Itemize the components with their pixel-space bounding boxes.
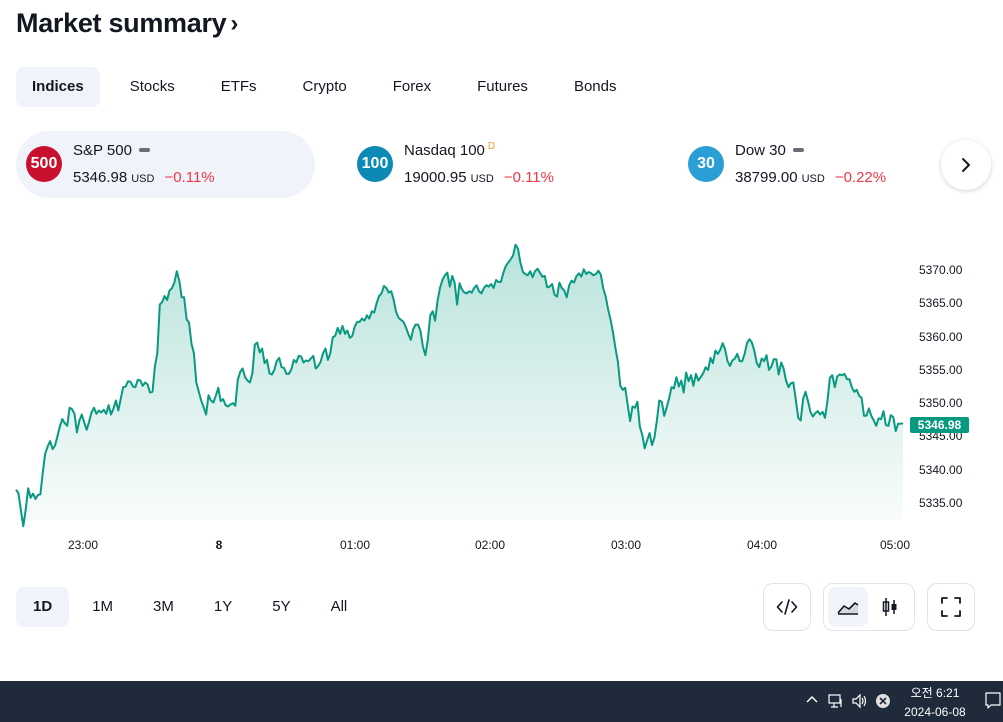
index-change: −0.22% [834, 169, 887, 186]
delayed-flag: D [487, 141, 496, 152]
tab-indices[interactable]: Indices [16, 67, 100, 107]
dash-icon [792, 148, 804, 153]
index-name: Dow 30 [735, 142, 804, 159]
index-card-sp500[interactable]: 500 S&P 500 5346.98 USD −0.11% [16, 131, 315, 198]
x-tick-label: 23:00 [67, 538, 99, 552]
price-area [16, 244, 903, 527]
index-name-text: S&P 500 [73, 142, 132, 159]
currency-label: USD [470, 173, 494, 185]
tab-futures[interactable]: Futures [477, 78, 528, 95]
dow30-logo: 30 [688, 146, 724, 182]
index-name: S&P 500 [73, 142, 150, 159]
volume-icon[interactable] [851, 693, 869, 709]
index-price: 19000.95 [404, 169, 467, 186]
index-card-dow30[interactable]: 30 Dow 30 38799.00 USD −0.22% [678, 131, 977, 198]
range-1d[interactable]: 1D [16, 587, 70, 627]
y-tick-label: 5360.00 [919, 329, 963, 344]
candles-chart-button[interactable] [870, 587, 910, 627]
range-1y[interactable]: 1Y [213, 598, 233, 615]
dash-icon [138, 148, 150, 153]
index-name: Nasdaq 100 D [404, 141, 496, 159]
index-change: −0.11% [503, 169, 554, 186]
index-change: −0.11% [164, 169, 215, 186]
tab-crypto[interactable]: Crypto [302, 78, 347, 95]
range-selector: 1D 1M 3M 1Y 5Y All [16, 587, 370, 627]
sp500-logo: 500 [26, 146, 62, 182]
clock-date: 2024-06-08 [904, 705, 966, 719]
y-tick-label: 5340.00 [919, 462, 963, 477]
price-chart[interactable] [0, 220, 1003, 540]
index-price: 38799.00 [735, 169, 798, 186]
category-tabs: Indices Stocks ETFs Crypto Forex Futures… [16, 67, 646, 107]
y-tick-label: 5355.00 [919, 362, 963, 377]
close-circle-icon[interactable] [875, 693, 891, 709]
tab-etfs[interactable]: ETFs [220, 78, 257, 95]
chart-style-toggle [823, 583, 915, 631]
code-icon [776, 599, 798, 615]
notification-icon[interactable] [985, 692, 1001, 710]
index-price: 5346.98 [73, 169, 128, 186]
range-3m[interactable]: 3M [153, 598, 174, 615]
y-tick-label: 5350.00 [919, 396, 963, 411]
range-1m[interactable]: 1M [92, 598, 114, 615]
tab-forex[interactable]: Forex [392, 78, 432, 95]
area-chart-icon [837, 602, 859, 615]
chevron-right-icon[interactable]: › [230, 9, 239, 37]
nasdaq100-logo: 100 [357, 146, 393, 182]
x-tick-label: 01:00 [339, 538, 371, 552]
tab-stocks[interactable]: Stocks [129, 78, 175, 95]
network-icon[interactable] [828, 693, 844, 709]
currency-label: USD [801, 173, 825, 185]
index-name-text: Dow 30 [735, 142, 786, 159]
x-tick-label: 02:00 [474, 538, 506, 552]
embed-button[interactable] [763, 583, 811, 631]
y-tick-label: 5370.00 [919, 263, 963, 277]
index-name-text: Nasdaq 100 [404, 142, 485, 159]
os-taskbar: 오전 6:21 2024-06-08 [0, 681, 1003, 722]
index-card-nasdaq100[interactable]: 100 Nasdaq 100 D 19000.95 USD −0.11% [347, 131, 646, 198]
chevron-up-icon[interactable] [805, 693, 819, 707]
index-price-row: 19000.95 USD −0.11% [404, 169, 554, 186]
system-clock[interactable]: 오전 6:21 2024-06-08 [885, 685, 985, 720]
x-tick-label: 05:00 [879, 538, 911, 552]
page-title[interactable]: Market summary › [16, 8, 238, 39]
x-tick-label: 8 [215, 538, 223, 552]
x-tick-label: 03:00 [610, 538, 642, 552]
range-5y[interactable]: 5Y [272, 598, 291, 615]
y-tick-label: 5335.00 [919, 496, 963, 510]
next-button[interactable] [941, 140, 991, 190]
range-all[interactable]: All [330, 598, 348, 615]
candlestick-icon [882, 598, 897, 616]
y-tick-label: 5365.00 [919, 296, 963, 311]
chevron-right-icon [962, 158, 970, 172]
area-chart-button[interactable] [828, 587, 868, 627]
index-cards: 500 S&P 500 5346.98 USD −0.11% 100 Nasdaq … [16, 131, 1003, 198]
currency-label: USD [131, 173, 155, 185]
index-price-row: 38799.00 USD −0.22% [735, 169, 886, 186]
price-line [15, 243, 904, 528]
fullscreen-icon [941, 597, 961, 617]
last-price-label: 5346.98 [910, 417, 969, 433]
tab-bonds[interactable]: Bonds [573, 78, 617, 95]
index-price-row: 5346.98 USD −0.11% [73, 169, 215, 186]
clock-time: 오전 6:21 [910, 686, 960, 700]
fullscreen-button[interactable] [927, 583, 975, 631]
x-tick-label: 04:00 [746, 538, 778, 552]
page-title-text[interactable]: Market summary [16, 8, 227, 38]
